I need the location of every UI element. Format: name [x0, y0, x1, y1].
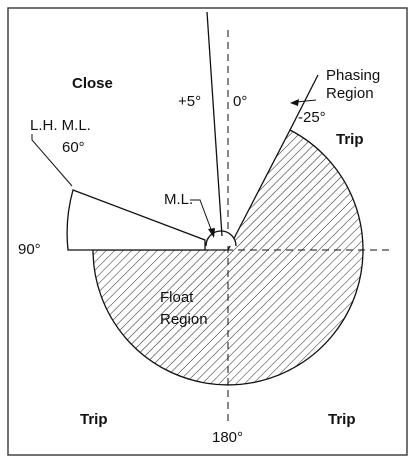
one-eighty-label: 180° — [212, 429, 243, 446]
lh-ml-leader — [31, 134, 73, 187]
phasing-line — [289, 74, 319, 131]
plus5-label: +5° — [178, 93, 201, 110]
float-label: Float — [160, 289, 194, 306]
lh-ml-label: L.H. M.L. — [30, 117, 91, 134]
close-label: Close — [72, 75, 113, 92]
phasing-arrow — [290, 99, 299, 106]
ml-leader — [190, 199, 213, 233]
ml-label: M.L. — [164, 191, 193, 208]
region-label: Region — [326, 85, 374, 102]
zero-label: 0° — [233, 93, 247, 110]
minus25-label: -25° — [298, 109, 326, 126]
phasing-label: Phasing — [326, 67, 380, 84]
phasing-leader — [295, 99, 317, 103]
ml-arrow — [208, 228, 215, 238]
trip-region — [92, 129, 364, 386]
ninety-label: 90° — [18, 241, 41, 258]
trip-label: Trip — [336, 131, 364, 148]
sixty-label: 60° — [62, 139, 85, 156]
trip-label: Trip — [80, 411, 108, 428]
plus5-line — [206, 11, 223, 237]
trip-label: Trip — [328, 411, 356, 428]
float-region-label: Region — [160, 311, 208, 328]
lh-ml-wedge — [66, 189, 206, 251]
